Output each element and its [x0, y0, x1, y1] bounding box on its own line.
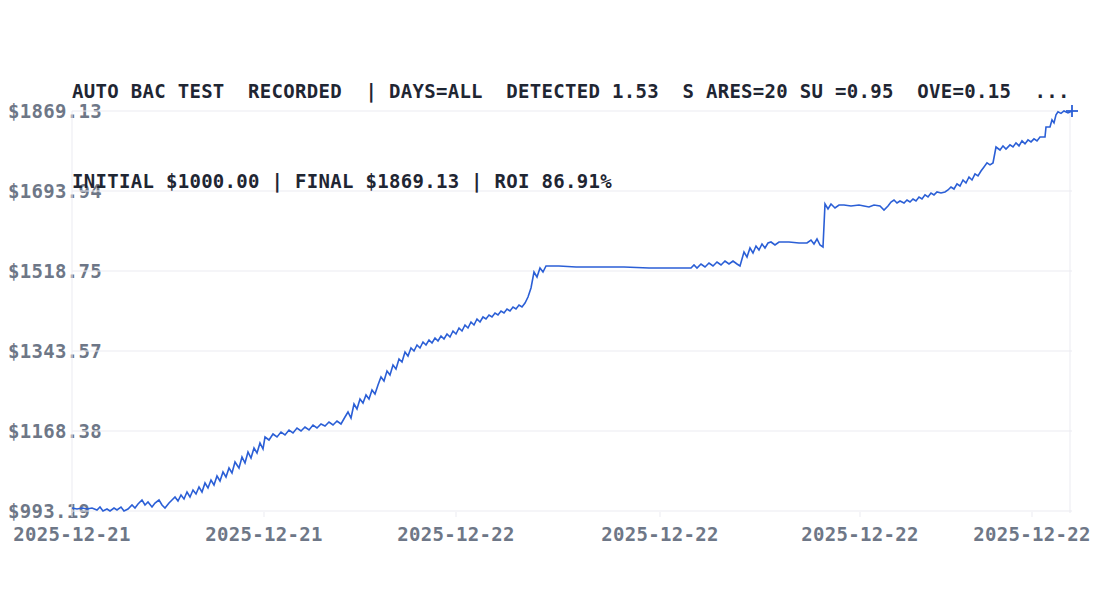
x-tick-label: 2025-12-22: [973, 523, 1090, 545]
y-tick-label: $1168.38: [8, 419, 107, 443]
backtest-chart-window: AUTO BAC TEST RECORDED | DAYS=ALL DETECT…: [0, 0, 1100, 600]
x-tick-label: 2025-12-21: [205, 523, 322, 545]
x-tick-label: 2025-12-22: [397, 523, 514, 545]
y-tick-label: $1518.75: [8, 259, 107, 283]
x-tick-label: 2025-12-22: [601, 523, 718, 545]
y-tick-label: $993.19: [8, 499, 95, 523]
chart-title-line1: AUTO BAC TEST RECORDED | DAYS=ALL DETECT…: [72, 76, 1070, 106]
chart-title-block: AUTO BAC TEST RECORDED | DAYS=ALL DETECT…: [72, 16, 1070, 256]
x-tick-label: 2025-12-21: [13, 523, 130, 545]
y-tick-label: $1343.57: [8, 339, 107, 363]
chart-title-line2: INITIAL $1000.00 | FINAL $1869.13 | ROI …: [72, 166, 1070, 196]
x-tick-label: 2025-12-22: [801, 523, 918, 545]
